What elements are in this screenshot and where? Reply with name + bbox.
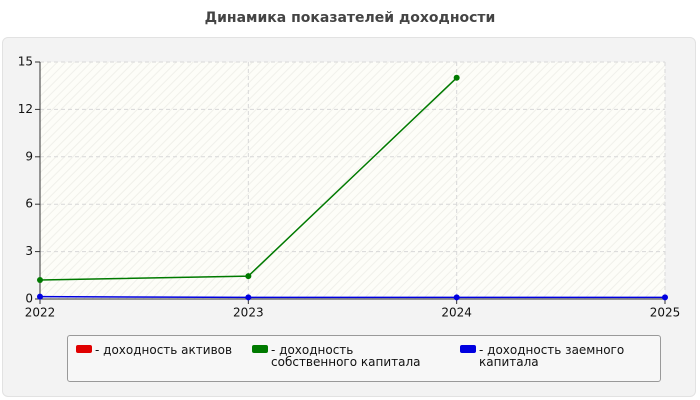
legend-swatch [460, 345, 476, 353]
data-point [245, 294, 252, 301]
data-point [453, 294, 460, 301]
legend-label: - доходность активов [95, 343, 233, 357]
x-tick-label: 2022 [25, 306, 56, 320]
y-tick-label: 12 [18, 102, 33, 116]
legend-swatch [252, 345, 268, 353]
legend-label: - доходность собственного капитала [271, 343, 421, 369]
legend-item: - доходность заемного капитала [460, 344, 644, 368]
data-point [37, 293, 43, 300]
x-tick-label: 2025 [650, 306, 681, 320]
legend-item: - доходность активов [76, 344, 260, 356]
x-tick-label: 2024 [441, 306, 472, 320]
y-tick-label: 9 [25, 149, 33, 163]
y-tick-label: 0 [25, 292, 33, 306]
x-tick-label: 2023 [233, 306, 264, 320]
legend-item: - доходность собственного капитала [252, 344, 436, 368]
legend: - доходность активов - доходность собстве… [67, 335, 661, 382]
data-point [453, 74, 460, 81]
legend-label: - доходность заемного капитала [479, 343, 625, 369]
y-tick-label: 6 [25, 197, 33, 211]
legend-swatch [76, 345, 92, 353]
series-line [39, 295, 665, 299]
y-tick-label: 3 [25, 244, 33, 258]
data-point [245, 273, 252, 280]
data-point [662, 294, 668, 301]
plot-area [40, 62, 665, 299]
y-tick-label: 15 [18, 55, 33, 69]
data-point [37, 277, 43, 284]
chart-title: Динамика показателей доходности [204, 10, 496, 26]
